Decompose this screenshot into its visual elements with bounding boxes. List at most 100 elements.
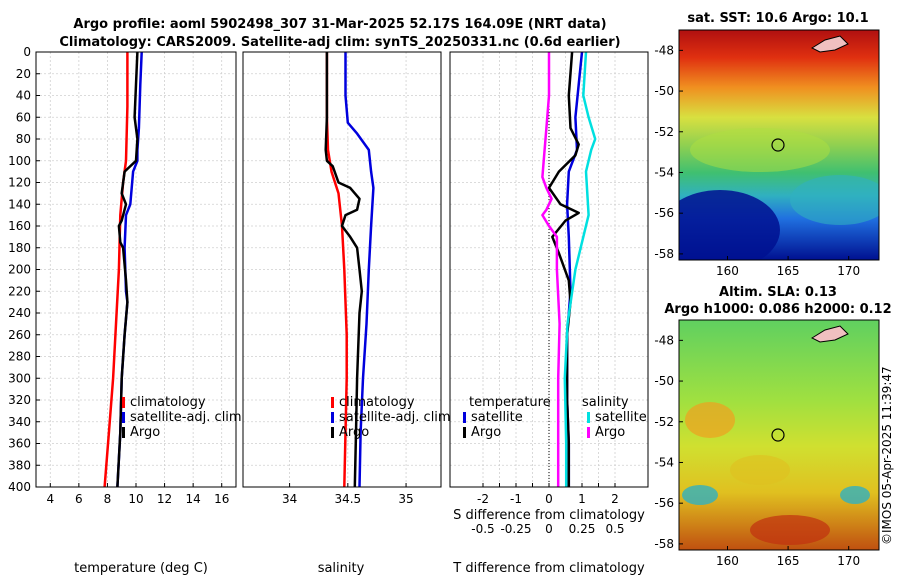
legend-salinity-header: salinity: [582, 395, 629, 410]
y-tick-label: 80: [16, 132, 31, 146]
map-y-tick-label: -52: [654, 125, 674, 139]
x-tick-label: 12: [157, 492, 172, 506]
map-x-tick-label: 165: [777, 554, 800, 568]
map-y-tick-label: -52: [654, 415, 674, 429]
map-y-tick-label: -56: [654, 206, 674, 220]
y-tick-label: 380: [8, 458, 31, 472]
difference-legend: temperature satellite Argo salinity sate…: [463, 395, 647, 440]
imos-watermark: ©IMOS 05-Apr-2025 11:39:47: [880, 366, 894, 545]
legend-satellite: satellite-adj. clim: [339, 410, 451, 425]
y-tick-label: 360: [8, 437, 31, 451]
s-tick-label: 0: [545, 522, 553, 536]
map-y-tick-label: -50: [654, 374, 674, 388]
legend-swatch-t-argo: [463, 427, 466, 438]
sla-low-patch: [840, 486, 870, 504]
difference-panel: -2 -1 0 1 2 -0.5 -0.25 0 0.25 0.5: [449, 51, 649, 536]
y-tick-label: 400: [8, 480, 31, 494]
map-x-tick-label: 165: [777, 264, 800, 278]
map-x-tick-label: 170: [837, 554, 860, 568]
sst-map: sat. SST: 10.6 Argo: 10.1 160 165 170 -48 -5…: [654, 11, 880, 278]
legend-temperature-header: temperature: [469, 395, 551, 410]
coastline: [810, 325, 849, 343]
panel-frame: [242, 51, 442, 488]
x-tick-label: 6: [75, 492, 83, 506]
sla-high-patch: [685, 402, 735, 438]
map-y-tick-label: -50: [654, 84, 674, 98]
legend-swatch-satellite: [331, 412, 334, 423]
sst-warm-patch: [690, 128, 830, 172]
sla-map-frame: [678, 319, 880, 551]
map-y-tick-label: -58: [654, 537, 674, 551]
s-tick-label: -0.5: [471, 522, 494, 536]
x-tick-label: 8: [104, 492, 112, 506]
x-tick-label: 35: [398, 492, 413, 506]
y-tick-label: 0: [23, 45, 31, 59]
legend-swatch-climatology: [122, 397, 125, 408]
legend-swatch-t-satellite: [463, 412, 466, 423]
legend-climatology: climatology: [130, 395, 206, 410]
legend-argo: Argo: [130, 425, 160, 440]
legend-swatch-argo: [122, 427, 125, 438]
y-tick-label: 140: [8, 197, 31, 211]
coastline: [810, 35, 849, 53]
x-tick-label: 0: [545, 492, 553, 506]
x-tick-label: 1: [578, 492, 586, 506]
sla-map-title1: Altim. SLA: 0.13: [719, 285, 837, 300]
map-y-tick-label: -54: [654, 455, 674, 469]
y-tick-label: 120: [8, 176, 31, 190]
x-tick-label: 34: [282, 492, 297, 506]
figure-title-line2: Climatology: CARS2009. Satellite-adj cli…: [59, 35, 620, 50]
y-tick-label: 200: [8, 263, 31, 277]
temperature-panel: 4 6 8 10 12 14 1602040608010012014016018020022…: [8, 45, 237, 506]
legend-swatch-s-argo: [587, 427, 590, 438]
x-tick-label: 16: [214, 492, 229, 506]
map-y-tick-label: -58: [654, 247, 674, 261]
sla-high-patch: [750, 515, 830, 545]
y-tick-label: 60: [16, 110, 31, 124]
legend-climatology: climatology: [339, 395, 415, 410]
y-tick-label: 20: [16, 67, 31, 81]
salinity-xlabel: salinity: [318, 561, 365, 576]
legend-s-satellite: satellite: [595, 410, 647, 425]
salinity-legend: climatology satellite-adj. clim Argo: [331, 395, 451, 440]
legend-t-satellite: satellite: [471, 410, 523, 425]
y-tick-label: 320: [8, 393, 31, 407]
x-tick-label: 14: [186, 492, 201, 506]
s-tick-label: 0.25: [569, 522, 596, 536]
map-y-tick-label: -56: [654, 496, 674, 510]
argo-location-marker: [771, 138, 785, 152]
temperature-legend: climatology satellite-adj. clim Argo: [122, 395, 242, 440]
map-x-tick-label: 170: [837, 264, 860, 278]
x-tick-label: -1: [510, 492, 522, 506]
x-tick-label: 10: [128, 492, 143, 506]
y-tick-label: 40: [16, 89, 31, 103]
panel-frame: [449, 51, 649, 488]
sla-low-patch: [682, 485, 718, 505]
salinity-panel: 34 34.5 35: [242, 51, 442, 506]
series-line-satellite-adj-clim: [344, 52, 375, 488]
temperature-xlabel: temperature (deg C): [74, 561, 208, 576]
map-y-tick-label: -54: [654, 165, 674, 179]
sla-high-patch: [730, 455, 790, 485]
y-tick-label: 280: [8, 350, 31, 364]
series-line-s-satellite: [563, 51, 597, 487]
y-tick-label: 160: [8, 219, 31, 233]
y-tick-label: 180: [8, 241, 31, 255]
sst-map-title: sat. SST: 10.6 Argo: 10.1: [687, 11, 868, 26]
sla-map-title2: Argo h1000: 0.086 h2000: 0.12: [664, 302, 891, 317]
s-tick-label: -0.25: [500, 522, 531, 536]
legend-satellite: satellite-adj. clim: [130, 410, 242, 425]
series-line-s-argo: [541, 52, 561, 487]
panel-frame: [35, 51, 237, 488]
x-tick-label: 4: [46, 492, 54, 506]
sla-map: Altim. SLA: 0.13 Argo h1000: 0.086 h2000…: [654, 285, 891, 568]
x-tick-label: 2: [611, 492, 619, 506]
difference-xlabel: T difference from climatology: [452, 561, 645, 576]
y-tick-label: 100: [8, 154, 31, 168]
legend-swatch-s-satellite: [587, 412, 590, 423]
s-tick-label: 0.5: [605, 522, 624, 536]
series-line-argo: [116, 51, 139, 488]
map-x-tick-label: 160: [716, 554, 739, 568]
sst-mid-patch: [790, 175, 879, 225]
